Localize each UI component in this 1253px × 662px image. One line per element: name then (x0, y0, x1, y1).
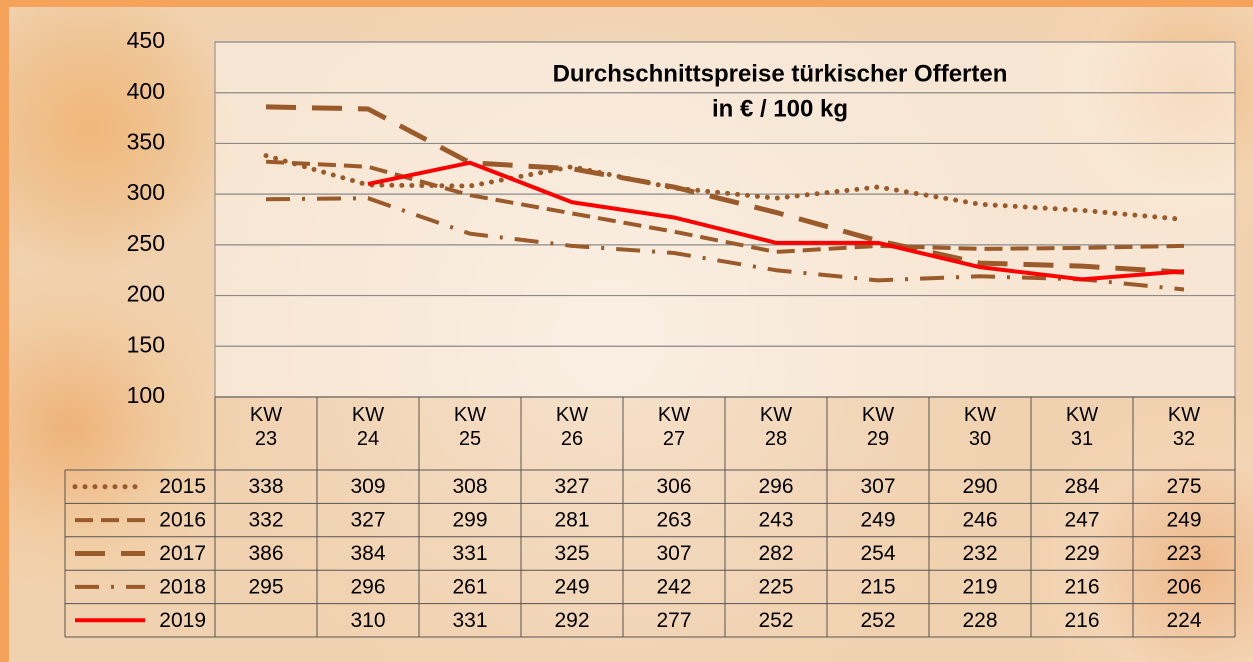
table-value: 275 (1166, 475, 1201, 498)
table-value: 332 (248, 509, 283, 532)
table-value: 249 (554, 575, 589, 598)
table-value: 215 (860, 575, 895, 598)
table-value: 338 (248, 475, 283, 498)
x-tick-label: KW 26 (556, 397, 588, 451)
x-tick-label: KW 27 (658, 397, 690, 451)
x-tick-cell: KW 31 (1031, 397, 1133, 470)
x-tick-cell: KW 26 (521, 397, 623, 470)
table-value: 219 (962, 575, 997, 598)
y-tick-label: 200 (127, 281, 165, 307)
table-value: 206 (1166, 575, 1201, 598)
x-tick-cell: KW 28 (725, 397, 827, 470)
x-tick-cell: KW 23 (215, 397, 317, 470)
y-tick-label: 300 (127, 179, 165, 205)
table-value: 284 (1064, 475, 1099, 498)
table-value: 254 (860, 542, 895, 565)
table-value: 295 (248, 575, 283, 598)
y-tick-label: 400 (127, 78, 165, 104)
table-value: 243 (758, 509, 793, 532)
x-tick-cell: KW 25 (419, 397, 521, 470)
x-tick-label: KW 31 (1066, 397, 1098, 451)
chart-subtitle: in € / 100 kg (712, 95, 848, 122)
table-value: 331 (452, 609, 487, 632)
legend-label: 2015 (159, 475, 206, 498)
chart: Durchschnittspreise türkischer Offerten … (0, 0, 1253, 662)
table-value: 307 (656, 542, 691, 565)
table-value: 296 (758, 475, 793, 498)
table-value: 223 (1166, 542, 1201, 565)
table-value: 246 (962, 509, 997, 532)
table-value: 384 (350, 542, 385, 565)
table-value: 307 (860, 475, 895, 498)
table-value: 252 (860, 609, 895, 632)
table-value: 247 (1064, 509, 1099, 532)
y-tick-label: 150 (127, 331, 165, 357)
table-value: 327 (350, 509, 385, 532)
x-tick-cell: KW 27 (623, 397, 725, 470)
y-tick-label: 250 (127, 230, 165, 256)
table-value: 331 (452, 542, 487, 565)
table-value: 309 (350, 475, 385, 498)
table-value: 327 (554, 475, 589, 498)
table-value: 232 (962, 542, 997, 565)
table-value: 296 (350, 575, 385, 598)
table-value: 225 (758, 575, 793, 598)
legend-label: 2017 (159, 542, 206, 565)
table-value: 310 (350, 609, 385, 632)
table-value: 242 (656, 575, 691, 598)
x-tick-cell: KW 24 (317, 397, 419, 470)
table-value: 261 (452, 575, 487, 598)
y-tick-label: 100 (127, 382, 165, 408)
table-value: 228 (962, 609, 997, 632)
y-tick-label: 350 (127, 129, 165, 155)
table-value: 308 (452, 475, 487, 498)
x-tick-label: KW 24 (352, 397, 384, 451)
table-value: 386 (248, 542, 283, 565)
legend-label: 2016 (159, 509, 206, 532)
table-value: 277 (656, 609, 691, 632)
table-value: 263 (656, 509, 691, 532)
x-tick-label: KW 28 (760, 397, 792, 451)
table-value: 216 (1064, 575, 1099, 598)
table-value: 292 (554, 609, 589, 632)
table-value: 306 (656, 475, 691, 498)
x-tick-label: KW 30 (964, 397, 996, 451)
y-tick-label: 450 (127, 27, 165, 53)
legend-label: 2018 (159, 575, 206, 598)
table-value: 252 (758, 609, 793, 632)
x-tick-label: KW 25 (454, 397, 486, 451)
table-value: 224 (1166, 609, 1201, 632)
x-tick-cell: KW 30 (929, 397, 1031, 470)
x-tick-cell: KW 29 (827, 397, 929, 470)
chart-title: Durchschnittspreise türkischer Offerten (553, 60, 1008, 87)
table-value: 299 (452, 509, 487, 532)
table-value: 249 (1166, 509, 1201, 532)
table-value: 229 (1064, 542, 1099, 565)
x-tick-label: KW 32 (1168, 397, 1200, 451)
table-value: 216 (1064, 609, 1099, 632)
table-value: 281 (554, 509, 589, 532)
table-value: 249 (860, 509, 895, 532)
table-value: 325 (554, 542, 589, 565)
x-tick-cell: KW 32 (1133, 397, 1235, 470)
x-tick-label: KW 29 (862, 397, 894, 451)
table-value: 282 (758, 542, 793, 565)
x-tick-label: KW 23 (250, 397, 282, 451)
legend-label: 2019 (159, 609, 206, 632)
table-value: 290 (962, 475, 997, 498)
